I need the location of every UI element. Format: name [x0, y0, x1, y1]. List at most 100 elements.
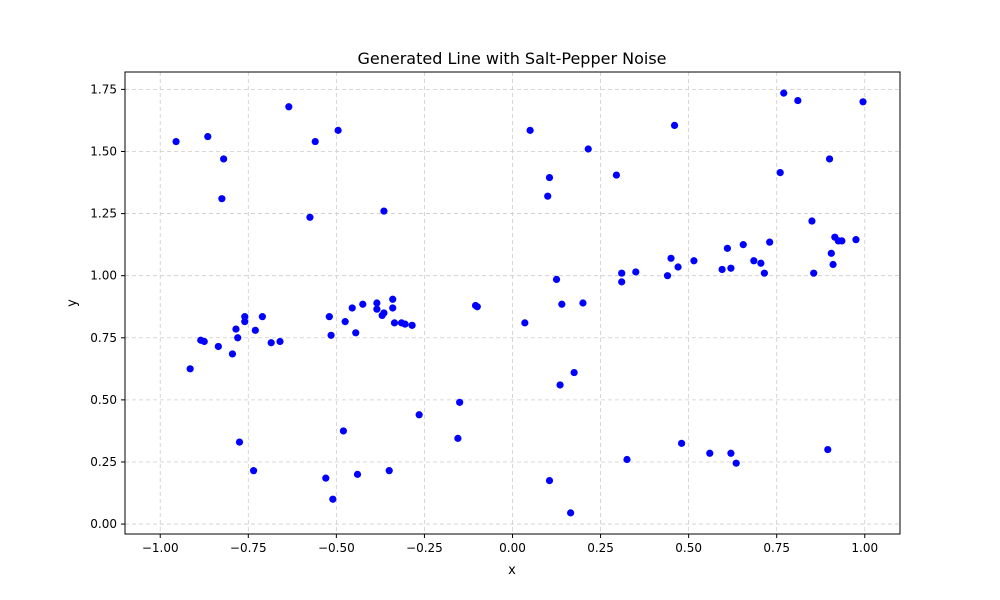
- data-point: [220, 155, 228, 163]
- data-point: [667, 254, 675, 262]
- data-point: [556, 381, 564, 389]
- data-point: [327, 331, 335, 339]
- data-point: [172, 137, 180, 146]
- x-tick-label: 0.50: [675, 541, 702, 555]
- data-point: [276, 337, 284, 346]
- data-point: [706, 449, 714, 457]
- data-point: [579, 299, 587, 307]
- data-point: [757, 259, 765, 267]
- data-point: [808, 217, 816, 225]
- x-tick-label: −0.25: [406, 541, 443, 555]
- data-point: [690, 257, 698, 265]
- data-point: [570, 368, 578, 377]
- data-point: [306, 213, 314, 221]
- data-point: [473, 303, 481, 311]
- data-point: [251, 326, 259, 334]
- data-point: [325, 313, 333, 321]
- chart-title: Generated Line with Salt-Pepper Noise: [357, 49, 666, 68]
- data-point: [618, 269, 626, 277]
- data-point: [760, 269, 768, 277]
- data-point: [852, 236, 860, 244]
- data-point: [829, 260, 837, 269]
- data-point: [348, 304, 356, 312]
- data-point: [285, 103, 293, 111]
- data-point: [334, 126, 342, 134]
- x-tick-label: 0.00: [499, 541, 526, 555]
- data-point: [200, 337, 208, 346]
- y-tick-label: 1.00: [90, 269, 117, 283]
- data-point: [545, 173, 554, 182]
- y-tick-label: 0.75: [90, 331, 117, 345]
- data-point: [390, 319, 399, 327]
- data-point: [228, 350, 237, 358]
- data-point: [584, 145, 592, 153]
- data-point: [214, 342, 222, 351]
- data-point: [558, 300, 566, 308]
- data-point: [526, 126, 534, 134]
- data-point: [859, 98, 867, 106]
- data-point: [241, 318, 249, 326]
- data-point: [408, 321, 416, 329]
- data-point: [218, 195, 226, 203]
- x-tick-label: −0.50: [318, 541, 355, 555]
- data-point: [632, 268, 640, 276]
- data-point: [723, 244, 731, 252]
- data-point: [618, 278, 626, 286]
- data-point: [718, 265, 726, 274]
- data-point: [373, 305, 381, 313]
- data-point: [389, 295, 397, 303]
- data-point: [794, 96, 802, 105]
- data-point: [776, 168, 784, 177]
- data-point: [267, 339, 275, 347]
- data-point: [521, 319, 529, 327]
- y-tick-label: 1.75: [90, 82, 117, 96]
- data-point: [732, 459, 740, 467]
- data-point: [241, 313, 249, 321]
- y-tick-label: 0.25: [90, 455, 117, 469]
- y-tick-label: 1.25: [90, 207, 117, 221]
- x-axis-ticks: −1.00 −0.75 −0.50 −0.25 0.00 0.25 0.50 0.75 1.00: [142, 534, 878, 555]
- data-point: [401, 320, 409, 328]
- data-point: [415, 411, 423, 419]
- data-point: [353, 470, 362, 478]
- data-point: [727, 449, 735, 457]
- data-point: [380, 207, 388, 215]
- data-point: [727, 264, 735, 272]
- data-point: [329, 495, 337, 503]
- data-point: [380, 309, 388, 317]
- data-point: [232, 325, 240, 333]
- data-point: [838, 237, 846, 245]
- data-point: [249, 467, 258, 475]
- data-point: [825, 155, 834, 163]
- data-point: [670, 121, 679, 130]
- data-point: [322, 474, 330, 482]
- data-point: [204, 132, 212, 141]
- data-point: [552, 275, 561, 284]
- x-tick-label: −0.75: [230, 541, 267, 555]
- x-tick-label: 0.75: [763, 541, 790, 555]
- data-point: [186, 365, 194, 373]
- x-tick-label: 1.00: [851, 541, 878, 555]
- data-point: [311, 137, 319, 146]
- y-tick-label: 0.00: [90, 517, 117, 531]
- data-point: [567, 509, 575, 517]
- data-point: [454, 434, 462, 442]
- data-point: [824, 445, 832, 454]
- data-point: [545, 476, 554, 485]
- data-point: [810, 269, 818, 277]
- y-tick-label: 0.50: [90, 393, 117, 407]
- data-point: [674, 263, 682, 271]
- data-point: [359, 300, 367, 308]
- data-point: [373, 299, 381, 307]
- data-point: [341, 318, 349, 326]
- data-point: [780, 89, 788, 97]
- x-axis-label: x: [508, 563, 516, 578]
- y-axis-ticks: 0.00 0.25 0.50 0.75 1.00 1.25 1.50 1.75: [90, 82, 125, 531]
- data-point: [827, 249, 835, 257]
- data-point: [739, 241, 747, 249]
- grid-lines: [125, 72, 900, 534]
- x-tick-label: 0.25: [587, 541, 614, 555]
- data-point: [385, 467, 393, 475]
- data-point: [544, 192, 552, 200]
